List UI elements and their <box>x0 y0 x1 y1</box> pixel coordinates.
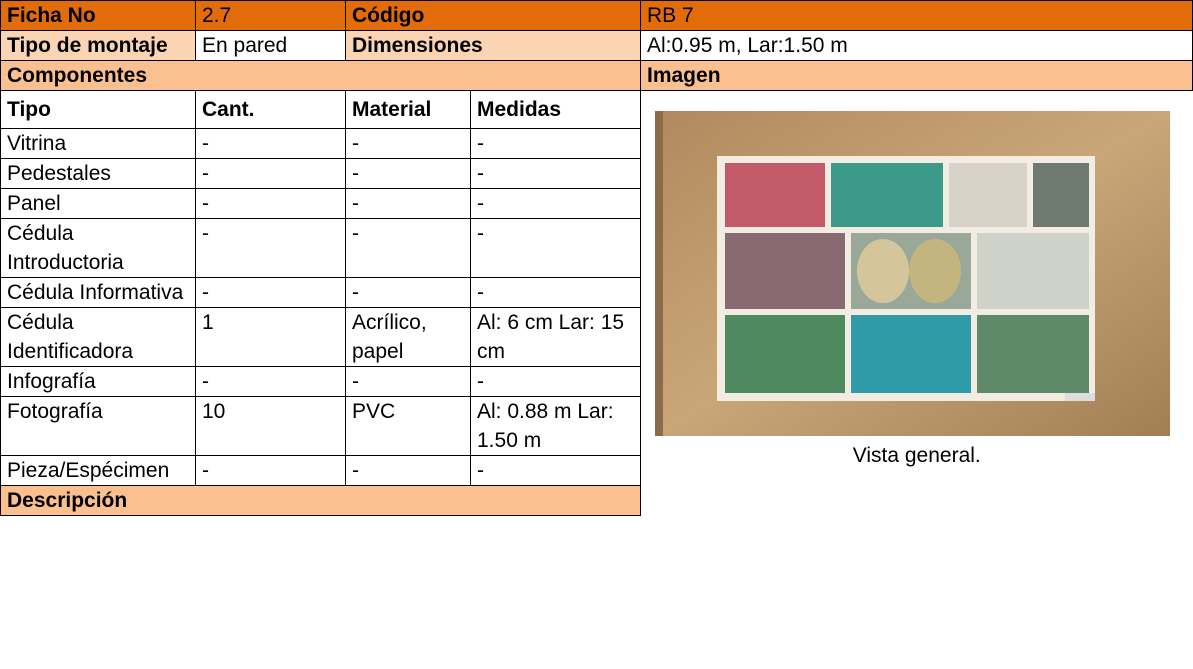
cell: Ficha No <box>0 0 196 31</box>
cell: Medidas <box>470 90 641 129</box>
cell: Panel <box>0 188 196 219</box>
cell: Cédula Identificadora <box>0 307 196 367</box>
cell: - <box>345 277 471 308</box>
cell: - <box>470 366 641 397</box>
row: Descripción <box>0 485 1193 516</box>
row: Tipo de montaje En pared Dimensiones Al:… <box>0 30 1193 61</box>
cell: - <box>195 277 346 308</box>
image-caption: Vista general. <box>852 444 981 467</box>
cell: - <box>345 366 471 397</box>
row: Panel - - - <box>0 188 1193 219</box>
cell: Acrílico, papel <box>345 307 471 367</box>
cell: 2.7 <box>195 0 346 31</box>
cell: Cédula Informativa <box>0 277 196 308</box>
cell: Cant. <box>195 90 346 129</box>
row: Cédula Introductoria - - - <box>0 218 1193 278</box>
row: Ficha No 2.7 Código RB 7 <box>0 0 1193 31</box>
cell: Descripción <box>0 485 641 516</box>
cell: - <box>345 218 471 278</box>
row: Tipo Cant. Material Medidas Vista genera… <box>0 90 1193 486</box>
cell: Material <box>345 90 471 129</box>
cell: - <box>195 128 346 159</box>
cell: - <box>345 128 471 159</box>
cell: - <box>195 218 346 278</box>
cell: Pedestales <box>0 158 196 189</box>
cell: Componentes <box>0 60 641 91</box>
cell: - <box>470 455 641 486</box>
cell: - <box>195 188 346 219</box>
cell: Vitrina <box>0 128 196 159</box>
cell: - <box>345 455 471 486</box>
cell: - <box>470 277 641 308</box>
cell: Cédula Introductoria <box>0 218 196 278</box>
row: Componentes Imagen <box>0 60 1193 91</box>
row: Infografía - - - <box>0 366 1193 397</box>
cell: 10 <box>195 396 346 456</box>
cell: Pieza/Espécimen <box>0 455 196 486</box>
cell: RB 7 <box>640 0 1193 31</box>
cell: - <box>195 158 346 189</box>
cell: - <box>470 128 641 159</box>
row: Vitrina - - - <box>0 128 1193 159</box>
row: Pieza/Espécimen - - - <box>0 455 1193 486</box>
cell: - <box>345 188 471 219</box>
cell: En pared <box>195 30 346 61</box>
cell: Tipo <box>0 90 196 129</box>
cell: PVC <box>345 396 471 456</box>
cell: - <box>195 455 346 486</box>
cell: Código <box>345 0 641 31</box>
cell: Al: 6 cm Lar: 15 cm <box>470 307 641 367</box>
ficha-table: Ficha No 2.7 Código RB 7 Tipo de montaje… <box>0 0 1193 516</box>
cell: Tipo de montaje <box>0 30 196 61</box>
cell: - <box>195 366 346 397</box>
row: Fotografía 10 PVC Al: 0.88 m Lar: 1.50 m <box>0 396 1193 456</box>
cell: Al:0.95 m, Lar:1.50 m <box>640 30 1193 61</box>
cell: - <box>470 218 641 278</box>
cell: Dimensiones <box>345 30 641 61</box>
row: Cédula Informativa - - - <box>0 277 1193 308</box>
image-cell: Vista general. <box>640 90 1193 486</box>
cell: Al: 0.88 m Lar: 1.50 m <box>470 396 641 456</box>
cell: Fotografía <box>0 396 196 456</box>
cell: Infografía <box>0 366 196 397</box>
row: Pedestales - - - <box>0 158 1193 189</box>
cell: - <box>470 158 641 189</box>
photo <box>655 111 1170 436</box>
cell: - <box>345 158 471 189</box>
cell: 1 <box>195 307 346 367</box>
cell: - <box>470 188 641 219</box>
blank-cell <box>640 485 1193 516</box>
cell: Imagen <box>640 60 1193 91</box>
